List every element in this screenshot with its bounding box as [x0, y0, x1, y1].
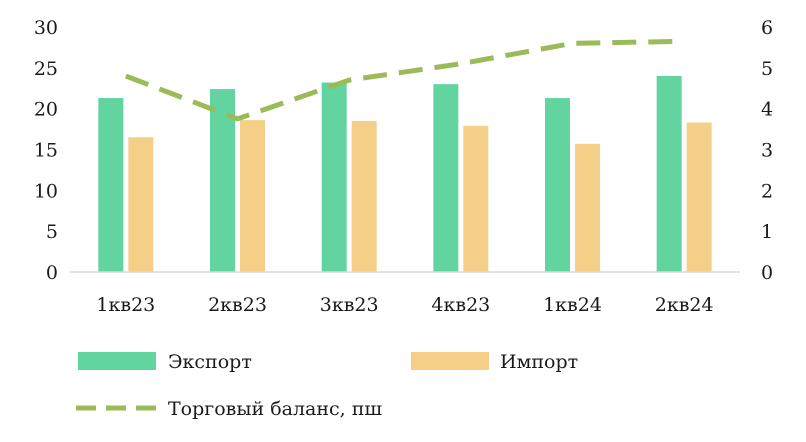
balance-line-layer	[124, 38, 685, 122]
legend-swatch-import	[411, 352, 489, 370]
legend-swatch-export	[78, 352, 156, 370]
legend-label-export: Экспорт	[168, 351, 252, 373]
bar-export-4	[545, 98, 570, 272]
bar-export-1	[210, 89, 235, 272]
category-label-5: 2кв24	[655, 294, 714, 316]
right-tick-label-3: 3	[761, 140, 773, 162]
bars	[98, 76, 712, 273]
right-tick-label-0: 0	[761, 262, 773, 284]
category-label-1: 2кв23	[208, 294, 267, 316]
bar-import-1	[240, 120, 265, 272]
legend-label-balance: Торговый баланс, пш	[168, 398, 382, 420]
right-tick-label-5: 5	[761, 58, 773, 80]
left-tick-label-3: 15	[34, 140, 58, 162]
right-axis-ticks: 0 1 2 3 4 5 6	[761, 17, 773, 284]
left-tick-label-0: 0	[46, 262, 58, 284]
bar-export-0	[98, 98, 124, 272]
category-label-0: 1кв23	[96, 294, 155, 316]
left-tick-label-4: 20	[34, 99, 58, 121]
bar-import-4	[575, 143, 600, 272]
left-axis-ticks: 0 5 10 15 20 25 30	[34, 17, 58, 284]
bar-import-5	[686, 122, 712, 272]
balance-line	[124, 38, 685, 122]
bar-export-3	[433, 84, 459, 273]
left-tick-label-5: 25	[34, 58, 58, 80]
legend: Экспорт Импорт Торговый баланс, пш	[76, 351, 578, 420]
right-tick-label-6: 6	[761, 17, 773, 39]
bar-export-2	[321, 82, 347, 273]
category-label-2: 3кв23	[320, 294, 379, 316]
legend-label-import: Импорт	[500, 351, 578, 373]
category-labels: 1кв23 2кв23 3кв23 4кв23 1кв24 2кв24	[96, 294, 713, 316]
right-tick-label-4: 4	[761, 99, 773, 121]
left-tick-label-1: 5	[46, 221, 58, 243]
category-label-4: 1кв24	[543, 294, 602, 316]
bar-import-3	[463, 125, 489, 272]
left-tick-label-2: 10	[34, 180, 58, 202]
bar-import-2	[351, 120, 377, 273]
category-label-3: 4кв23	[431, 294, 490, 316]
bar-export-5	[656, 76, 682, 272]
right-tick-label-1: 1	[761, 221, 773, 243]
bar-import-0	[128, 137, 154, 272]
right-tick-label-2: 2	[761, 180, 773, 202]
left-tick-label-6: 30	[34, 17, 58, 39]
